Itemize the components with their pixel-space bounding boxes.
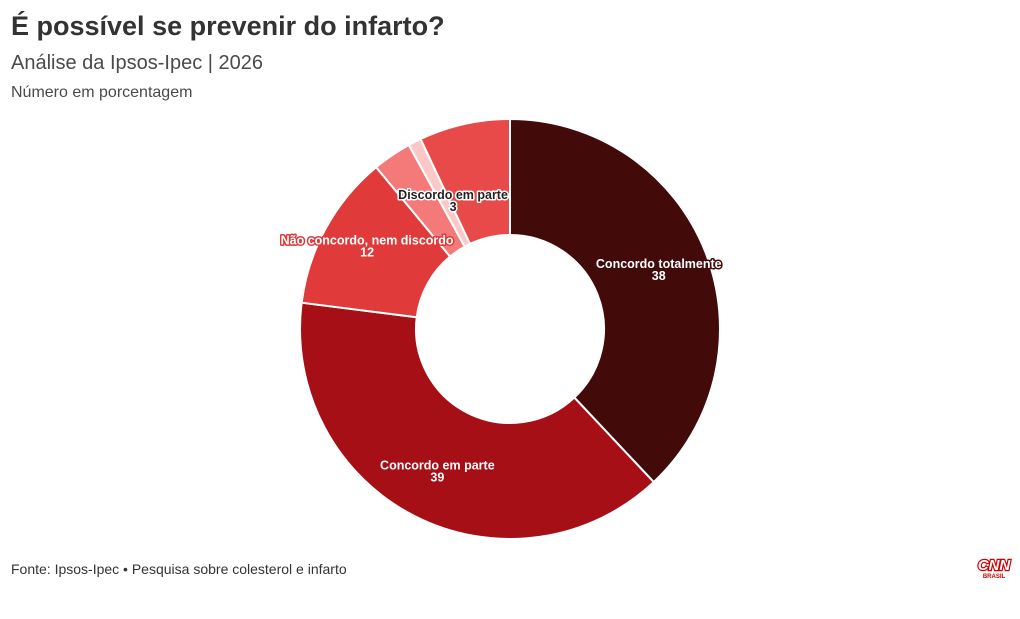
donut-slice (419, 117, 511, 246)
slice-label: Não concordo, nem discordo (281, 234, 454, 248)
unit-note: Número em porcentagem (11, 84, 193, 101)
slice-value-label: 12 (360, 246, 374, 260)
logo-sub: BRASIL (983, 574, 1006, 580)
chart-title: É possível se prevenir do infarto? (11, 11, 445, 41)
slice-value-label: 39 (430, 471, 444, 485)
slice-label: Concordo totalmente (596, 257, 722, 271)
slice-label: Discordo em parte (398, 188, 508, 202)
donut-slice (509, 117, 721, 484)
slice-value-label: 38 (652, 269, 666, 283)
slice-value-label: 3 (450, 200, 457, 214)
chart-subtitle: Análise da Ipsos-Ipec | 2026 (11, 52, 264, 74)
cnn-brasil-logo: CNN BRASIL (977, 556, 1012, 580)
slice-label: Concordo em parte (380, 459, 495, 473)
donut-slices (299, 117, 721, 540)
source-footer: Fonte: Ipsos-Ipec • Pesquisa sobre coles… (11, 561, 347, 577)
donut-slice (299, 301, 656, 540)
logo-word: CNN (978, 557, 1012, 574)
donut-slice (300, 165, 452, 319)
